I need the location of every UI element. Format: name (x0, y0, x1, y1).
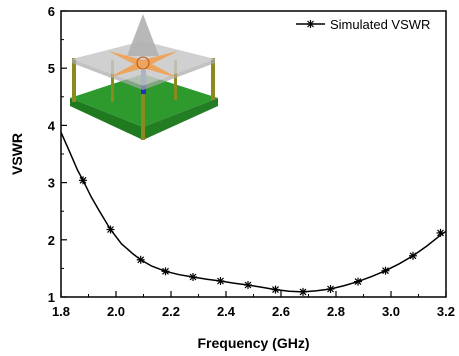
x-axis-ticks: 1.8 2.0 2.2 2.4 2.6 2.8 3.0 3.2 (52, 291, 455, 319)
y-axis-ticks: 1 2 3 4 5 6 (48, 4, 67, 305)
x-tick-label: 2.8 (327, 304, 345, 319)
data-point-marker (79, 176, 87, 185)
y-tick-label: 6 (48, 4, 55, 19)
data-point-marker (161, 267, 170, 276)
inset-ground-plane-right (143, 98, 218, 140)
antenna-model-image (70, 14, 218, 140)
x-tick-label: 3.0 (382, 304, 400, 319)
inset-cross-patch (108, 51, 178, 78)
data-point-marker (244, 281, 252, 289)
legend-label: Simulated VSWR (330, 17, 430, 32)
inset-post (174, 60, 177, 100)
data-point-marker (189, 273, 197, 281)
y-tick-label: 4 (48, 118, 56, 133)
series-line-simulated-vswr (60, 131, 447, 293)
inset-post (211, 58, 215, 100)
inset-radiator-rim (72, 59, 143, 90)
x-tick-label: 2.0 (107, 304, 125, 319)
inset-center-ring (136, 56, 150, 70)
x-tick-label: 2.2 (162, 304, 180, 319)
x-tick-label: 2.4 (217, 304, 236, 319)
data-point-marker (326, 285, 335, 293)
data-point-marker (136, 255, 145, 264)
inset-post (141, 84, 145, 140)
series-markers (79, 176, 445, 296)
data-point-marker (106, 225, 115, 234)
x-tick-label: 1.8 (52, 304, 70, 319)
data-point-marker (409, 251, 417, 260)
data-point-marker (381, 266, 390, 275)
y-axis-title: VSWR (9, 133, 25, 175)
plot-area (60, 10, 447, 298)
inset-ground-plane-left (70, 98, 143, 140)
x-axis-title: Frequency (GHz) (197, 335, 309, 351)
legend: Simulated VSWR (296, 17, 430, 32)
legend-marker (306, 20, 315, 28)
y-tick-label: 5 (48, 61, 55, 76)
data-point-marker (271, 285, 280, 294)
y-tick-label: 3 (48, 176, 55, 191)
data-point-marker (216, 277, 225, 285)
data-point-marker (354, 277, 362, 286)
inset-post (72, 58, 76, 102)
inset-post (111, 60, 114, 102)
x-tick-label: 2.6 (272, 304, 290, 319)
inset-cone (127, 14, 159, 56)
data-point-marker (436, 228, 445, 237)
y-tick-label: 2 (48, 233, 55, 248)
x-tick-label: 3.2 (437, 304, 455, 319)
data-point-marker (299, 287, 307, 296)
inset-radiator-rim (143, 59, 215, 90)
y-tick-label: 1 (48, 290, 55, 305)
